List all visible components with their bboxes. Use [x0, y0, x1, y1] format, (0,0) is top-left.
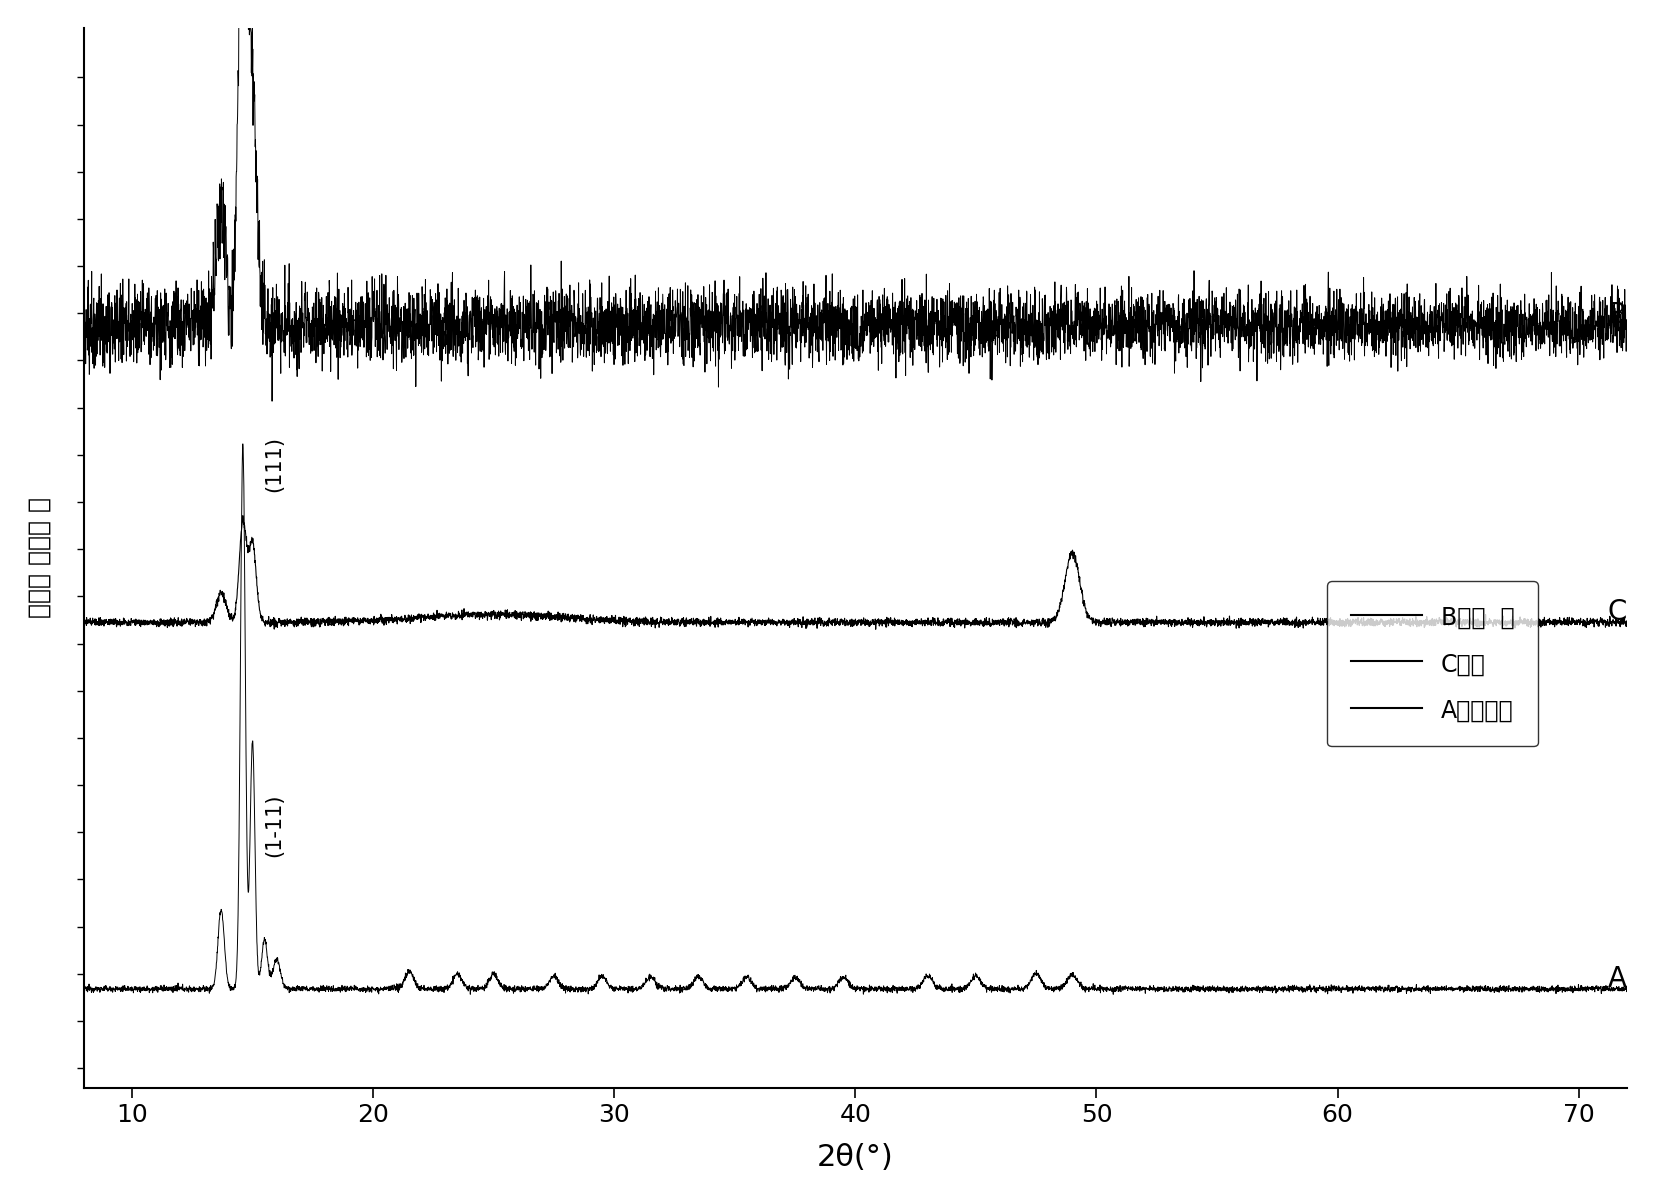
- A原药块体: [258, 964, 278, 978]
- A原药块体: [487, 973, 507, 988]
- B纳米  棒: [1616, 324, 1635, 338]
- Line: C微粒: C微粒: [83, 516, 1626, 629]
- C微粒: [865, 622, 885, 636]
- C微粒: [1289, 616, 1309, 630]
- A原药块体: [1102, 988, 1122, 1002]
- B纳米  棒: [1289, 312, 1309, 326]
- B纳米  棒: [262, 394, 282, 408]
- Text: C: C: [1607, 599, 1626, 626]
- C微粒: [313, 614, 333, 629]
- Text: B: B: [1607, 301, 1626, 329]
- A原药块体: [73, 982, 93, 996]
- C微粒: [258, 617, 278, 631]
- Line: B纳米  棒: B纳米 棒: [83, 0, 1626, 401]
- A原药块体: [1289, 982, 1309, 996]
- C微粒: [212, 587, 232, 601]
- C微粒: [1616, 613, 1635, 628]
- Legend: B纳米  棒, C微粒, A原药块体: B纳米 棒, C微粒, A原药块体: [1327, 582, 1538, 746]
- Text: (1-11): (1-11): [265, 793, 285, 857]
- Text: (111): (111): [265, 436, 285, 492]
- B纳米  棒: [258, 307, 278, 322]
- A原药块体: [313, 982, 333, 996]
- B纳米  棒: [73, 323, 93, 337]
- A原药块体: [232, 437, 252, 451]
- B纳米  棒: [212, 182, 232, 197]
- C微粒: [232, 509, 252, 523]
- X-axis label: 2θ(°): 2θ(°): [817, 1144, 893, 1172]
- Line: A原药块体: A原药块体: [83, 444, 1626, 995]
- A原药块体: [212, 905, 232, 919]
- C微粒: [487, 608, 507, 623]
- A原药块体: [472, 982, 492, 996]
- B纳米  棒: [472, 325, 492, 340]
- B纳米  棒: [313, 347, 333, 361]
- Text: A: A: [1607, 965, 1626, 992]
- B纳米  棒: [489, 314, 509, 329]
- C微粒: [73, 616, 93, 630]
- Y-axis label: 强度（ 相对量 ）: 强度（ 相对量 ）: [28, 497, 51, 618]
- C微粒: [472, 608, 492, 623]
- A原药块体: [1616, 982, 1635, 996]
